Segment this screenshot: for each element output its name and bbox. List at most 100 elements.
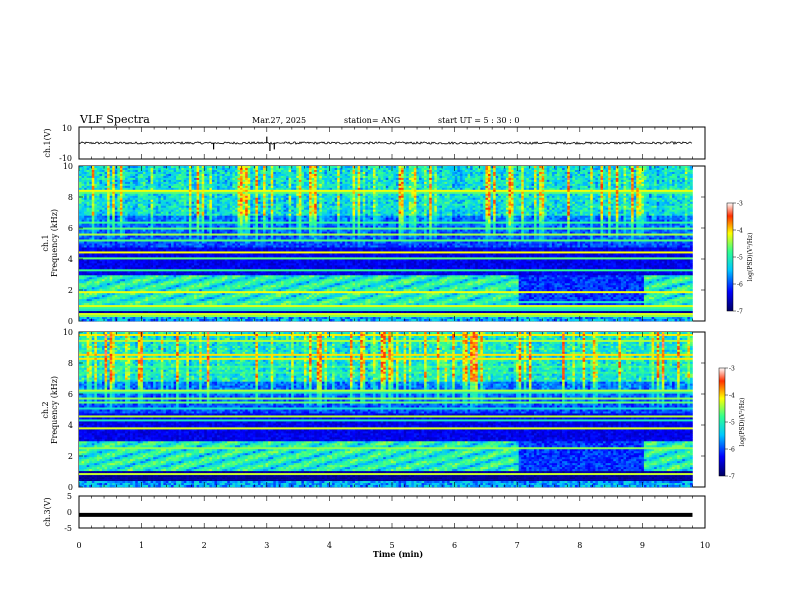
spectrogram-cell <box>583 190 586 192</box>
spectrogram-cell <box>94 190 97 192</box>
spectrogram-cell <box>112 188 115 190</box>
spectrogram-cell <box>237 178 240 180</box>
spectrogram-cell <box>629 182 632 184</box>
spectrogram-cell <box>278 192 281 194</box>
spectrogram-cell <box>332 194 335 196</box>
spectrogram-cell <box>539 166 542 168</box>
spectrogram-cell <box>235 176 238 178</box>
spectrogram-cell <box>237 190 240 192</box>
spectrogram-cell <box>286 190 289 192</box>
spectrogram-cell <box>225 168 228 170</box>
spectrogram-cell <box>419 170 422 172</box>
spectrogram-cell <box>276 202 279 204</box>
spectrogram-cell <box>447 184 450 186</box>
spectrogram-cell <box>179 174 182 176</box>
spectrogram-cell <box>483 180 486 182</box>
spectrogram-cell <box>309 198 312 200</box>
spectrogram-cell <box>475 194 478 196</box>
spectrogram-cell <box>514 196 517 198</box>
spectrogram-cell <box>220 192 223 194</box>
spectrogram-cell <box>345 202 348 204</box>
spectrogram-cell <box>383 180 386 182</box>
spectrogram-cell <box>554 174 557 176</box>
spectrogram-cell <box>335 166 338 168</box>
spectrogram-cell <box>161 184 164 186</box>
spectrogram-cell <box>102 202 105 204</box>
spectrogram-cell <box>174 176 177 178</box>
spectrogram-cell <box>585 198 588 200</box>
spectrogram-cell <box>416 196 419 198</box>
spectrogram-cell <box>455 166 458 168</box>
spectrogram-cell <box>475 178 478 180</box>
spectrogram-cell <box>455 196 458 198</box>
spectrogram-cell <box>629 188 632 190</box>
spectrogram-cell <box>447 170 450 172</box>
spectrogram-cell <box>112 178 115 180</box>
spectrogram-cell <box>557 172 560 174</box>
spectrogram-cell <box>335 182 338 184</box>
spectrogram-cell <box>475 166 478 168</box>
spectrogram-cell <box>235 172 238 174</box>
spectrogram-cell <box>120 202 123 204</box>
spectrogram-cell <box>480 168 483 170</box>
spectrogram-cell <box>544 200 547 202</box>
spectrogram-cell <box>644 180 647 182</box>
spectrogram-cell <box>480 198 483 200</box>
spectrogram-cell <box>358 184 361 186</box>
spectrogram-cell <box>258 166 261 168</box>
spectrogram-cell <box>690 172 693 174</box>
spectrogram-cell <box>455 192 458 194</box>
spectrogram-cell <box>204 186 207 188</box>
spectrogram-cell <box>263 170 266 172</box>
spectrogram-cell <box>87 182 90 184</box>
spectrogram-cell <box>549 172 552 174</box>
spectrogram-cell <box>409 190 412 192</box>
spectrogram-cell <box>94 200 97 202</box>
spectrogram-cell <box>537 170 540 172</box>
spectrogram-cell <box>294 198 297 200</box>
spectrogram-cell <box>422 198 425 200</box>
spectrogram-cell <box>552 174 555 176</box>
spectrogram-cell <box>289 194 292 196</box>
spectrogram-cell <box>227 182 230 184</box>
spectrogram-cell <box>117 184 120 186</box>
spectrogram-cell <box>125 190 128 192</box>
spectrogram-cell <box>89 170 92 172</box>
spectrogram-cell <box>501 174 504 176</box>
spectrogram-cell <box>613 180 616 182</box>
spectrogram-cell <box>629 192 632 194</box>
spectrogram-cell <box>514 166 517 168</box>
spectrogram-cell <box>514 180 517 182</box>
spectrogram-cell <box>353 178 356 180</box>
spectrogram-cell <box>209 170 212 172</box>
spectrogram-cell <box>296 176 299 178</box>
spectrogram-cell <box>493 176 496 178</box>
spectrogram-cell <box>335 194 338 196</box>
spectrogram-cell <box>263 184 266 186</box>
spectrogram-cell <box>135 190 138 192</box>
spectrogram-cell <box>606 172 609 174</box>
spectrogram-cell <box>99 186 102 188</box>
spectrogram-cell <box>283 188 286 190</box>
spectrogram-cell <box>378 176 381 178</box>
spectrogram-cell <box>636 178 639 180</box>
spectrogram-cell <box>202 200 205 202</box>
spectrogram-cell <box>562 174 565 176</box>
spectrogram-cell <box>207 200 210 202</box>
spectrogram-cell <box>424 198 427 200</box>
spectrogram-cell <box>547 182 550 184</box>
spectrogram-cell <box>345 176 348 178</box>
spectrogram-cell <box>468 178 471 180</box>
spectrogram-cell <box>562 184 565 186</box>
spectrogram-cell <box>422 166 425 168</box>
spectrogram-cell <box>521 182 524 184</box>
spectrogram-cell <box>84 196 87 198</box>
spectrogram-cell <box>473 176 476 178</box>
spectrogram-cell <box>120 182 123 184</box>
spectrogram-cell <box>616 178 619 180</box>
spectrogram-cell <box>168 182 171 184</box>
spectrogram-cell <box>158 180 161 182</box>
spectrogram-cell <box>145 178 148 180</box>
spectrogram-cell <box>508 188 511 190</box>
spectrogram-cell <box>626 196 629 198</box>
